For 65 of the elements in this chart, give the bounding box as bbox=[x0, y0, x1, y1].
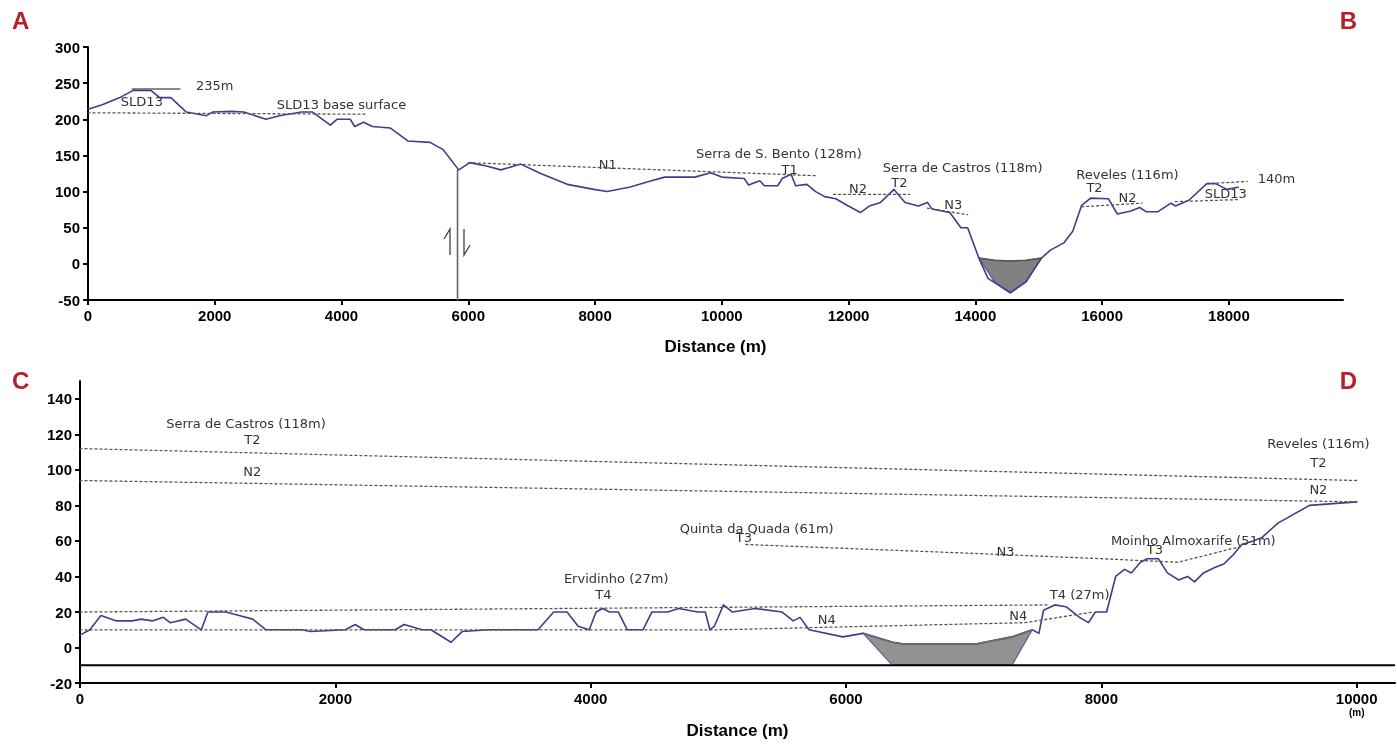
x-axis-title: Distance (m) bbox=[664, 337, 767, 356]
annotation: SLD13 bbox=[120, 94, 163, 110]
y-tick-label: 60 bbox=[55, 532, 72, 550]
annotation: Serra de Castros (118m) bbox=[882, 160, 1043, 176]
annotation: N2 bbox=[849, 181, 868, 197]
annotation: T2 bbox=[243, 432, 261, 448]
y-tick-label: 200 bbox=[54, 110, 80, 128]
x-tick-label: 10000 bbox=[700, 307, 743, 324]
y-tick-label: 0 bbox=[63, 639, 72, 657]
annotation: Ervidinho (27m) bbox=[563, 570, 669, 586]
y-tick-label: 20 bbox=[55, 603, 72, 621]
x-tick-label: 0 bbox=[83, 307, 93, 324]
y-tick-label: 250 bbox=[54, 74, 80, 92]
x-tick-label: 8000 bbox=[1084, 690, 1119, 708]
annotation: T2 bbox=[890, 175, 908, 191]
annotation: 235m bbox=[196, 77, 234, 93]
x-tick-label: 18000 bbox=[1208, 307, 1250, 324]
annotation: T2 bbox=[1309, 455, 1327, 471]
text: A bbox=[12, 6, 30, 34]
text: B bbox=[1339, 6, 1358, 34]
annotation: Serra de S. Bento (128m) bbox=[696, 146, 862, 162]
x-axis-title: Distance (m) bbox=[686, 721, 789, 740]
y-tick-label: 50 bbox=[63, 219, 80, 237]
y-tick-label: -20 bbox=[50, 674, 72, 692]
annotation: T1 bbox=[780, 162, 798, 178]
annotation: N2 bbox=[1309, 481, 1328, 497]
annotation: N2 bbox=[1118, 189, 1137, 205]
y-tick-label: 100 bbox=[54, 183, 80, 201]
annotation: T2 bbox=[1085, 179, 1103, 195]
y-tick-label: -50 bbox=[58, 291, 80, 309]
x-tick-label: 2000 bbox=[318, 690, 353, 708]
y-tick-label: 140 bbox=[46, 390, 72, 408]
y-tick-label: 100 bbox=[46, 461, 72, 479]
annotation: N3 bbox=[944, 197, 963, 213]
y-tick-label: 120 bbox=[46, 425, 72, 443]
annotation: SLD13 bbox=[1204, 186, 1247, 202]
annotation: N3 bbox=[996, 544, 1015, 560]
annotation: T4 bbox=[594, 586, 612, 602]
y-tick-label: 80 bbox=[55, 496, 72, 514]
annotation: D bbox=[1339, 366, 1358, 394]
x-tick-label: 4000 bbox=[324, 307, 359, 324]
x-tick-label: 6000 bbox=[451, 307, 485, 324]
annotation: T4 (27m) bbox=[1048, 586, 1110, 602]
x-tick-label: 6000 bbox=[829, 690, 863, 708]
text: C bbox=[12, 366, 30, 394]
annotation: Serra de Castros (118m) bbox=[166, 416, 326, 432]
annotation: N4 bbox=[1009, 608, 1028, 624]
annotation: Reveles (116m) bbox=[1267, 435, 1370, 451]
y-tick-label: 300 bbox=[54, 38, 80, 56]
x-tick-label: 10000 (m) bbox=[1335, 690, 1378, 718]
annotation: 140m bbox=[1257, 171, 1296, 187]
annotation: N2 bbox=[243, 464, 262, 480]
y-tick-label: 150 bbox=[54, 146, 80, 164]
x-tick-label: 14000 bbox=[954, 307, 997, 324]
annotation: Reveles (116m) bbox=[1076, 166, 1179, 182]
x-tick-label: 16000 bbox=[1081, 307, 1123, 324]
annotation: SLD13 base surface bbox=[276, 97, 407, 113]
x-tick-label: 8000 bbox=[578, 307, 612, 324]
y-tick-label: 40 bbox=[55, 567, 72, 585]
annotation: N4 bbox=[817, 611, 836, 627]
x-tick-label: 4000 bbox=[573, 690, 608, 708]
annotation: N1 bbox=[598, 157, 617, 173]
x-tick-label: 2000 bbox=[198, 307, 232, 324]
x-tick-label: 12000 bbox=[827, 307, 870, 324]
y-tick-label: 0 bbox=[71, 255, 80, 273]
